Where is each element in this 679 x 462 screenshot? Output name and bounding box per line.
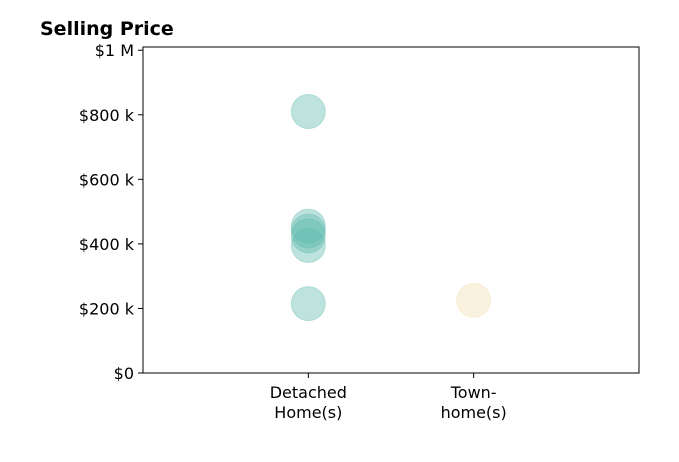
y-tick-label: $800 k [79,106,135,125]
data-point [290,213,326,249]
chart-title: Selling Price [40,18,174,40]
y-tick-label: $400 k [79,235,135,254]
y-tick-label: $1 M [95,41,134,60]
data-points-layer [290,94,492,322]
data-point [290,228,326,264]
data-point [290,218,326,254]
y-axis: $0 $200 k $400 k $600 k $800 k $1 M [79,41,143,383]
x-axis: Detached Home(s) Town-home(s) [270,373,507,422]
y-tick-label: $200 k [79,299,135,318]
y-tick-label: $0 [114,364,134,383]
x-tick-label: Town-home(s) [441,383,507,422]
data-point [290,286,326,322]
data-point [456,282,492,318]
plot-frame [142,46,640,374]
y-tick-label: $600 k [79,170,135,189]
data-point [290,94,326,130]
x-tick-label: Detached Home(s) [270,383,347,422]
data-point [290,208,326,244]
